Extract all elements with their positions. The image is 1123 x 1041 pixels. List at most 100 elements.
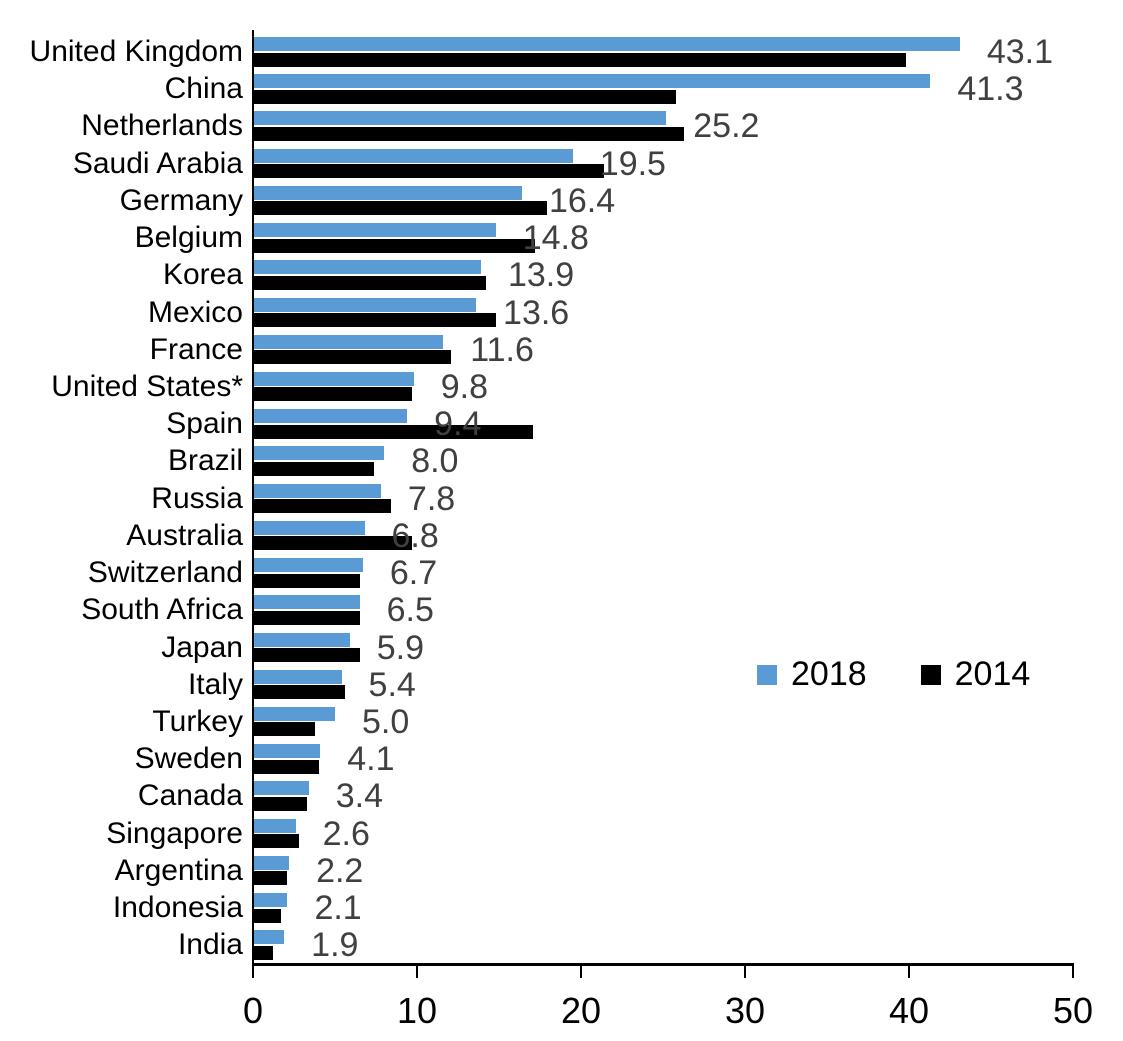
category-label: Sweden: [134, 742, 243, 776]
bar-2014: [253, 536, 413, 551]
chart-row: France 11.6: [0, 330, 1123, 369]
category-label: South Africa: [81, 593, 243, 627]
chart-row: Singapore 2.6: [0, 814, 1123, 853]
chart-row: China 41.3: [0, 70, 1123, 109]
bar-2018: [253, 558, 363, 573]
value-label: 11.6: [470, 330, 534, 369]
x-axis-tick-label: 10: [396, 990, 438, 1031]
bar-2014: [253, 908, 281, 923]
value-label: 6.5: [386, 591, 434, 630]
bar-2014: [253, 52, 906, 67]
category-label: Singapore: [106, 816, 243, 850]
chart-row: Indonesia 2.1: [0, 889, 1123, 928]
bar-2018: [253, 148, 573, 163]
bar-2018: [253, 781, 309, 796]
value-label: 41.3: [957, 70, 1024, 109]
bar-2014: [253, 201, 547, 216]
bar-2018: [253, 334, 444, 349]
x-axis-tick: [251, 965, 255, 978]
bar-2014: [253, 313, 496, 328]
x-axis-tick: [743, 965, 747, 978]
bar-2014: [253, 126, 685, 141]
bar-2018: [253, 520, 365, 535]
category-label: Turkey: [152, 704, 243, 738]
category-label: Australia: [126, 518, 243, 552]
category-label: China: [164, 72, 243, 106]
value-label: 13.9: [507, 256, 575, 295]
category-label: Argentina: [114, 853, 243, 887]
bar-2018: [253, 483, 381, 498]
chart-row: Japan 5.9: [0, 628, 1123, 667]
category-label: Japan: [161, 630, 243, 664]
category-label: Brazil: [167, 444, 243, 478]
value-label: 9.4: [434, 405, 482, 444]
category-label: Netherlands: [81, 109, 243, 143]
bar-2014: [253, 685, 345, 700]
chart-row: Brazil 8.0: [0, 442, 1123, 480]
chart-row: Mexico 13.6: [0, 294, 1123, 332]
bar-2014: [253, 759, 319, 774]
chart-row: Russia 7.8: [0, 479, 1123, 518]
chart-row: United Kingdom 43.1: [0, 33, 1123, 71]
chart-row: South Africa 6.5: [0, 591, 1123, 630]
chart-row: Italy 5.4: [0, 665, 1123, 704]
bar-2018: [253, 409, 408, 424]
value-label: 2.1: [314, 889, 362, 928]
chart-row: Canada 3.4: [0, 777, 1123, 816]
bar-2018: [253, 669, 342, 684]
x-axis-tick: [907, 965, 911, 978]
bar-2014: [253, 610, 360, 625]
x-axis-tick-label: 20: [560, 990, 602, 1031]
bar-2014: [253, 722, 316, 737]
bar-2018: [253, 37, 960, 51]
bar-2014: [253, 945, 273, 960]
value-label: 5.9: [376, 628, 425, 667]
bar-2018: [253, 111, 667, 126]
bar-2018: [253, 371, 414, 386]
category-label: Indonesia: [112, 891, 243, 925]
value-label: 5.0: [362, 702, 410, 741]
legend-swatch-2014: [920, 664, 941, 685]
value-label: 7.8: [407, 479, 456, 518]
chart-row: Sweden 4.1: [0, 740, 1123, 778]
bar-2018: [253, 744, 321, 759]
chart-row: Australia 6.8: [0, 517, 1123, 555]
category-label: India: [177, 928, 243, 962]
bar-2014: [253, 350, 452, 365]
bar-2014: [253, 834, 299, 849]
category-label: Canada: [137, 779, 243, 813]
chart-row: United States* 9.8: [0, 368, 1123, 406]
category-label: Germany: [119, 183, 243, 217]
bar-2014: [253, 796, 308, 811]
x-axis-tick: [1071, 965, 1075, 978]
bar-2018: [253, 446, 385, 461]
value-label: 19.5: [599, 144, 666, 183]
chart-row: Netherlands 25.2: [0, 107, 1123, 146]
value-label: 5.4: [368, 665, 416, 704]
value-label: 14.8: [522, 219, 589, 258]
value-label: 25.2: [693, 107, 760, 146]
category-label: Mexico: [147, 295, 243, 329]
bar-2014: [253, 871, 288, 886]
legend: 2018 2014: [757, 655, 1030, 694]
chart-row: Belgium 14.8: [0, 219, 1123, 258]
chart-row: Argentina 2.2: [0, 852, 1123, 890]
chart-row: Switzerland 6.7: [0, 554, 1123, 593]
value-label: 2.6: [322, 814, 370, 853]
bar-2018: [253, 855, 290, 870]
x-axis-line: [251, 963, 1074, 966]
bar-2014: [253, 238, 536, 253]
bar-2018: [253, 595, 360, 610]
bar-2014: [253, 573, 360, 588]
x-axis-tick-label: 0: [242, 990, 264, 1031]
category-label: Korea: [162, 258, 243, 292]
bar-2018: [253, 632, 350, 647]
category-label: Saudi Arabia: [72, 146, 243, 180]
bar-2014: [253, 648, 360, 663]
category-label: Italy: [187, 667, 243, 701]
bar-2018: [253, 297, 477, 312]
x-axis-tick-label: 40: [888, 990, 930, 1031]
value-label: 3.4: [335, 777, 384, 816]
value-label: 6.7: [389, 554, 438, 593]
